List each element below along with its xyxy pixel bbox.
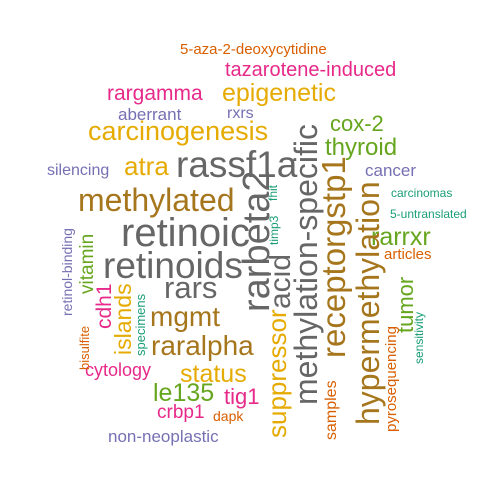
word-non-neoplastic: non-neoplastic [108, 427, 219, 446]
word-retinol-binding: retinol-binding [59, 228, 75, 316]
word-retinoic: retinoic [121, 211, 250, 255]
word-carcinogenesis: carcinogenesis [88, 116, 269, 146]
word-rargamma: rargamma [107, 82, 203, 105]
word-carcinomas: carcinomas [391, 186, 453, 200]
word-receptorgstp1: receptorgstp1 [315, 156, 352, 358]
word-cancer: cancer [365, 161, 417, 180]
word-rarrxr: rarrxr [371, 223, 431, 251]
word-specimens: specimens [133, 293, 148, 356]
word-rxrs: rxrs [227, 105, 254, 122]
word-5-aza-2-deoxycytidine: 5-aza-2-deoxycytidine [180, 41, 327, 58]
word-5-untranslated: 5-untranslated [390, 207, 467, 221]
word-rars: rars [164, 270, 218, 305]
word-suppressor: suppressor [262, 309, 292, 438]
word-pyrosequencing: pyrosequencing [383, 326, 400, 432]
word-atra: atra [124, 151, 169, 181]
word-tig1: tig1 [224, 384, 260, 409]
word-sensitivity: sensitivity [412, 311, 426, 364]
word-cox-2: cox-2 [330, 111, 384, 136]
word-le135: le135 [153, 379, 215, 407]
word-status: status [180, 360, 247, 388]
word-retinoids: retinoids [103, 245, 243, 286]
word-samples: samples [323, 380, 340, 440]
word-raralpha: raralpha [151, 330, 254, 361]
word-aberrant: aberrant [118, 105, 182, 124]
word-mgmt: mgmt [150, 301, 220, 332]
word-thyroid: thyroid [325, 134, 398, 161]
word-silencing: silencing [47, 162, 110, 179]
word-epigenetic: epigenetic [222, 79, 336, 107]
word-crbp1: crbp1 [157, 402, 205, 423]
word-cytology: cytology [85, 360, 152, 380]
word-bisulfite: bisulfite [77, 325, 92, 370]
word-methylated: methylated [78, 182, 235, 218]
word-dapk: dapk [213, 408, 244, 424]
word-hypermethylation: hypermethylation [350, 181, 386, 425]
word-acid: acid [264, 253, 297, 309]
word-timp3: timp3 [267, 215, 281, 245]
word-tazarotene-induced: tazarotene-induced [225, 59, 397, 81]
word-islands: islands [110, 283, 136, 355]
word-articles: articles [384, 246, 432, 263]
word-rassf1a: rassf1a [176, 144, 298, 185]
